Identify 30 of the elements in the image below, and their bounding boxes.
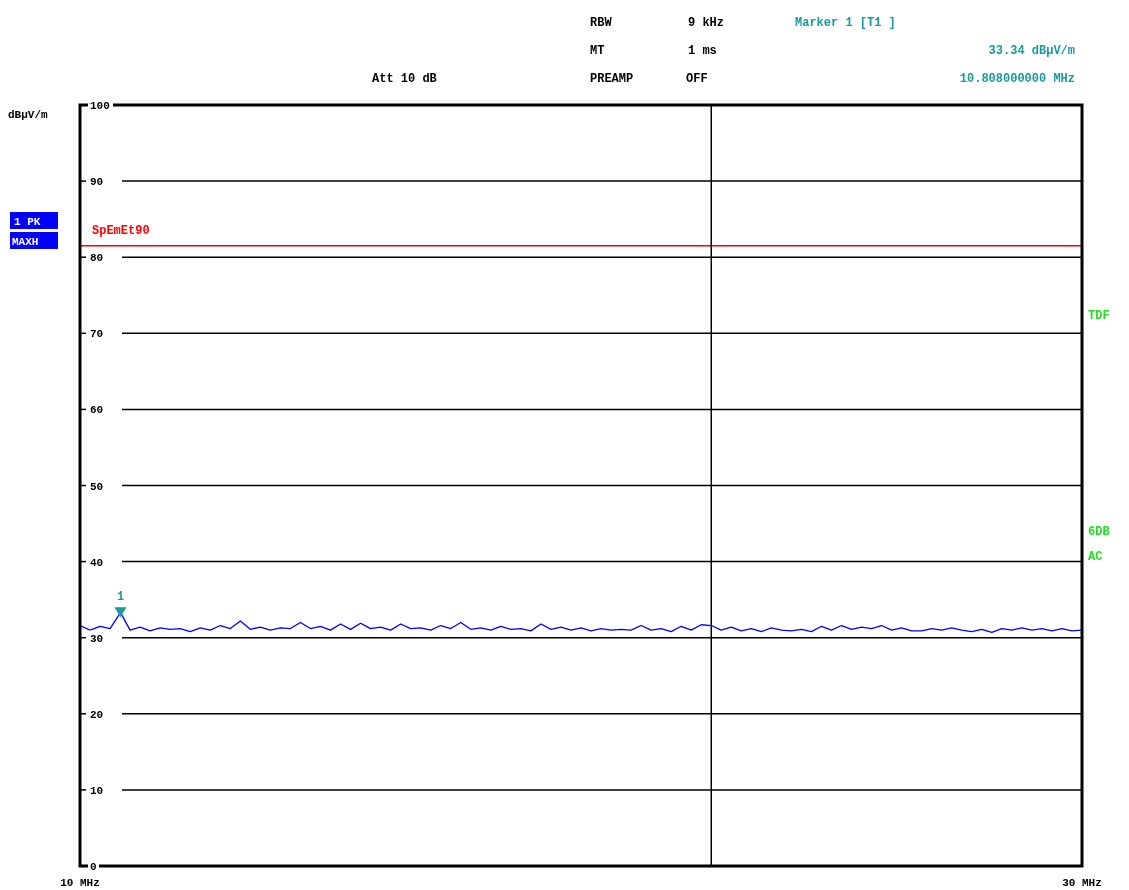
- annotation: 1: [116, 590, 125, 605]
- text: MT: [590, 44, 605, 58]
- y-axis-title: dBµV/m: [8, 109, 49, 121]
- text: 6DB: [1088, 525, 1110, 539]
- x-tick-label: 10 MHz: [60, 877, 100, 889]
- y-tick-label: 100: [90, 100, 110, 112]
- y-tick-label: 30: [90, 632, 104, 645]
- text: Marker 1 [T1 ]: [795, 16, 896, 30]
- text: 10.808000000 MHz: [959, 72, 1075, 86]
- text: OFF: [686, 72, 708, 86]
- y-tick-label: 40: [90, 556, 104, 569]
- text: 1 ms: [688, 44, 717, 58]
- text: RBW: [590, 16, 613, 30]
- text: 1 PK MAXH: [12, 216, 41, 248]
- text: AC: [1088, 550, 1103, 564]
- text: 33.34 dBµV/m: [988, 44, 1075, 58]
- text: Att 10 dB: [372, 72, 437, 86]
- x-tick-label: 30 MHz: [1062, 877, 1102, 889]
- y-tick-label: 70: [90, 328, 104, 341]
- y-tick-label: 90: [90, 176, 104, 189]
- ref-line-label: SpEmEt90: [92, 223, 150, 238]
- y-tick-label: 0: [90, 861, 97, 873]
- y-tick-label: 50: [90, 480, 104, 493]
- y-tick-label: 80: [90, 252, 104, 265]
- y-tick-label: 60: [90, 404, 104, 417]
- text: TDF: [1088, 309, 1110, 323]
- y-tick-label: 10: [90, 784, 104, 797]
- text: 9 kHz: [688, 16, 725, 30]
- y-tick-label: 20: [90, 708, 104, 721]
- text: PREAMP: [590, 72, 634, 86]
